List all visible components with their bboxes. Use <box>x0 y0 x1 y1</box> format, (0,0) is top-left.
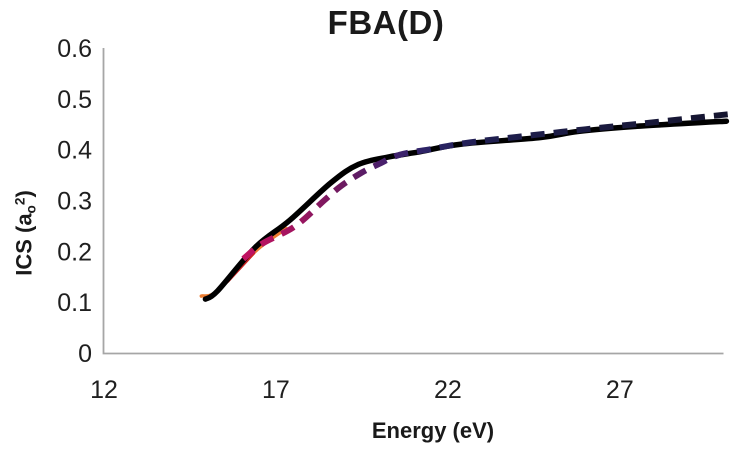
y-tick-label: 0 <box>78 340 92 368</box>
axis-lines <box>102 48 724 355</box>
y-tick-label: 0.5 <box>57 86 92 114</box>
x-tick-label: 12 <box>90 376 118 404</box>
y-tick-label: 0.6 <box>57 35 92 63</box>
black-solid-main-line <box>202 118 730 302</box>
y-tick-label: 0.2 <box>57 238 92 266</box>
y-tick-label: 0.3 <box>57 188 92 216</box>
y-axis-tick-labels: 0 0.1 0.2 0.3 0.4 0.5 0.6 <box>57 35 92 368</box>
axes <box>102 48 724 355</box>
crimson-purple-navy-dashed-line <box>241 111 731 262</box>
y-tick-label: 0.1 <box>57 289 92 317</box>
x-tick-label: 17 <box>262 376 290 404</box>
x-axis-label: Energy (eV) <box>371 418 495 443</box>
y-tick-label: 0.4 <box>57 137 92 165</box>
x-tick-label: 27 <box>606 376 634 404</box>
x-tick-label: 22 <box>434 376 462 404</box>
series-lines <box>199 111 731 302</box>
x-axis-tick-labels: 12 17 22 27 <box>90 376 634 404</box>
chart-title: FBA(D) <box>327 4 445 41</box>
